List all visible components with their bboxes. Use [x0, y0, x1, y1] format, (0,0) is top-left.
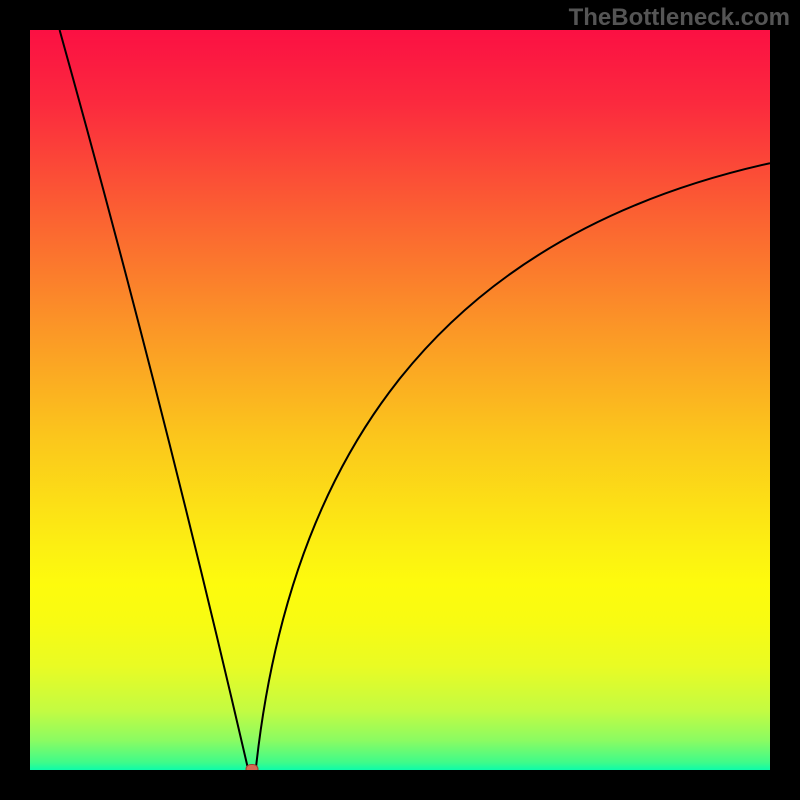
marker-icon — [246, 764, 259, 770]
figure-root: TheBottleneck.com — [0, 0, 800, 800]
optimal-marker — [246, 761, 259, 770]
curve-layer — [30, 30, 770, 770]
bottleneck-curve — [60, 30, 770, 770]
plot-area — [30, 30, 770, 770]
watermark-text: TheBottleneck.com — [569, 4, 790, 32]
